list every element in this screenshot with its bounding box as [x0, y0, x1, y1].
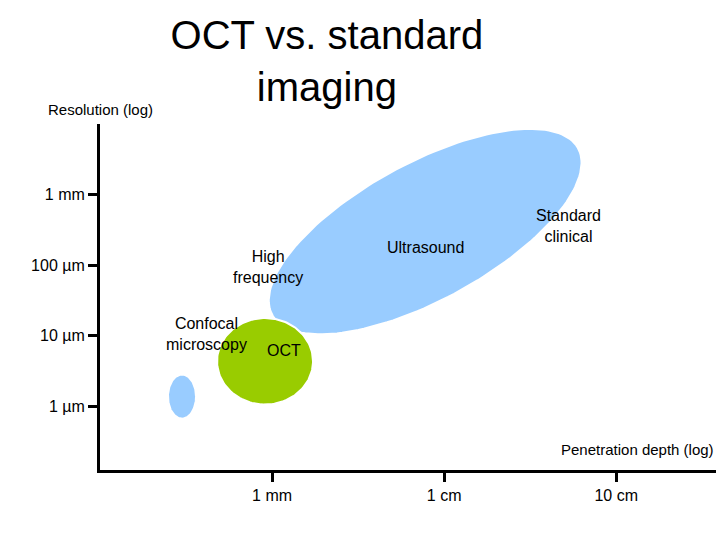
svg-text:Standardclinical: Standardclinical [536, 207, 601, 245]
svg-text:100 µm: 100 µm [31, 257, 85, 274]
svg-text:1 mm: 1 mm [45, 186, 85, 203]
svg-text:1 µm: 1 µm [49, 398, 85, 415]
svg-text:1 mm: 1 mm [252, 487, 292, 504]
svg-text:Ultrasound: Ultrasound [387, 239, 464, 256]
svg-text:10 µm: 10 µm [40, 327, 85, 344]
svg-text:Penetration depth (log): Penetration depth (log) [561, 441, 714, 458]
svg-text:OCT: OCT [267, 342, 301, 359]
svg-text:Highfrequency: Highfrequency [233, 248, 303, 286]
svg-text:1 cm: 1 cm [427, 487, 462, 504]
svg-text:OCT vs. standardimaging: OCT vs. standardimaging [171, 13, 484, 109]
svg-text:Confocalmicroscopy: Confocalmicroscopy [166, 315, 247, 353]
svg-text:Resolution (log): Resolution (log) [48, 101, 153, 118]
svg-text:10 cm: 10 cm [594, 487, 638, 504]
